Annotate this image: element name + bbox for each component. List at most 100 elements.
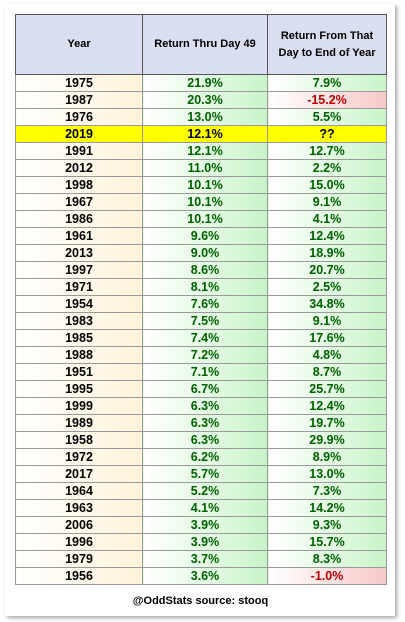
- table-row: 1961 9.6% 12.4%: [15, 227, 387, 245]
- year-cell: 1956: [15, 567, 143, 585]
- rest-of-year-cell: 9.1%: [267, 312, 387, 330]
- rest-of-year-cell: 8.7%: [267, 363, 387, 381]
- rest-of-year-cell: 9.1%: [267, 193, 387, 211]
- year-cell: 1991: [15, 142, 143, 160]
- thru-day-49-cell: 11.0%: [142, 159, 268, 177]
- thru-day-49-cell: 4.1%: [142, 499, 268, 517]
- year-cell: 1986: [15, 210, 143, 228]
- returns-table: Year Return Thru Day 49 Return From That…: [15, 14, 387, 585]
- rest-of-year-cell: 2.5%: [267, 278, 387, 296]
- rest-of-year-cell: 8.3%: [267, 550, 387, 568]
- thru-day-49-cell: 6.3%: [142, 414, 268, 432]
- year-cell: 1987: [15, 91, 143, 109]
- thru-day-49-cell: 7.5%: [142, 312, 268, 330]
- year-cell: 1963: [15, 499, 143, 517]
- year-cell: 1954: [15, 295, 143, 313]
- table-row: 1964 5.2% 7.3%: [15, 482, 387, 500]
- table-row: 1979 3.7% 8.3%: [15, 550, 387, 568]
- rest-of-year-cell: 8.9%: [267, 448, 387, 466]
- year-cell: 1971: [15, 278, 143, 296]
- thru-day-49-cell: 10.1%: [142, 176, 268, 194]
- year-cell: 1961: [15, 227, 143, 245]
- rest-of-year-cell: 25.7%: [267, 380, 387, 398]
- rest-of-year-cell: 20.7%: [267, 261, 387, 279]
- table-row: 1985 7.4% 17.6%: [15, 329, 387, 347]
- thru-day-49-cell: 3.7%: [142, 550, 268, 568]
- table-row: 1951 7.1% 8.7%: [15, 363, 387, 381]
- thru-day-49-cell: 3.9%: [142, 516, 268, 534]
- year-cell: 1995: [15, 380, 143, 398]
- year-cell: 1989: [15, 414, 143, 432]
- thru-day-49-cell: 10.1%: [142, 210, 268, 228]
- rest-of-year-cell: 12.4%: [267, 227, 387, 245]
- year-cell: 1979: [15, 550, 143, 568]
- header-rest-of-year: Return From That Day to End of Year: [267, 14, 387, 75]
- table-row: 1991 12.1% 12.7%: [15, 142, 387, 160]
- thru-day-49-cell: 6.3%: [142, 397, 268, 415]
- rest-of-year-cell: 4.8%: [267, 346, 387, 364]
- thru-day-49-cell: 3.6%: [142, 567, 268, 585]
- table-row: 1958 6.3% 29.9%: [15, 431, 387, 449]
- year-cell: 1951: [15, 363, 143, 381]
- rest-of-year-cell: 14.2%: [267, 499, 387, 517]
- table-row: 1988 7.2% 4.8%: [15, 346, 387, 364]
- rest-of-year-cell: 4.1%: [267, 210, 387, 228]
- header-thru-day-49: Return Thru Day 49: [142, 14, 268, 75]
- rest-of-year-cell: 13.0%: [267, 465, 387, 483]
- thru-day-49-cell: 5.7%: [142, 465, 268, 483]
- thru-day-49-cell: 6.7%: [142, 380, 268, 398]
- thru-day-49-cell: 3.9%: [142, 533, 268, 551]
- thru-day-49-cell: 20.3%: [142, 91, 268, 109]
- thru-day-49-cell: 6.2%: [142, 448, 268, 466]
- rest-of-year-cell: 5.5%: [267, 108, 387, 126]
- table-row: 1997 8.6% 20.7%: [15, 261, 387, 279]
- thru-day-49-cell: 9.0%: [142, 244, 268, 262]
- rest-of-year-cell: -15.2%: [267, 91, 387, 109]
- year-cell: 1985: [15, 329, 143, 347]
- table-row: 2019 12.1%??: [15, 125, 387, 143]
- thru-day-49-cell: 7.6%: [142, 295, 268, 313]
- rest-of-year-cell: 12.7%: [267, 142, 387, 160]
- year-cell: 2012: [15, 159, 143, 177]
- table-row: 1995 6.7% 25.7%: [15, 380, 387, 398]
- year-cell: 2013: [15, 244, 143, 262]
- rest-of-year-cell: -1.0%: [267, 567, 387, 585]
- thru-day-49-cell: 12.1%: [142, 142, 268, 160]
- thru-day-49-cell: 7.4%: [142, 329, 268, 347]
- table-row: 1999 6.3% 12.4%: [15, 397, 387, 415]
- table-row: 1963 4.1% 14.2%: [15, 499, 387, 517]
- table-row: 1976 13.0% 5.5%: [15, 108, 387, 126]
- header-row: Year Return Thru Day 49 Return From That…: [15, 14, 387, 75]
- rest-of-year-cell: 18.9%: [267, 244, 387, 262]
- thru-day-49-cell: 9.6%: [142, 227, 268, 245]
- thru-day-49-cell: 8.6%: [142, 261, 268, 279]
- thru-day-49-cell: 7.1%: [142, 363, 268, 381]
- rest-of-year-cell: 29.9%: [267, 431, 387, 449]
- rest-of-year-cell: 34.8%: [267, 295, 387, 313]
- table-row: 2006 3.9% 9.3%: [15, 516, 387, 534]
- year-cell: 1997: [15, 261, 143, 279]
- rest-of-year-cell: 15.7%: [267, 533, 387, 551]
- footer-credit: @OddStats source: stooq: [132, 595, 269, 607]
- rest-of-year-cell: 12.4%: [267, 397, 387, 415]
- table-row: 1954 7.6% 34.8%: [15, 295, 387, 313]
- thru-day-49-cell: 21.9%: [142, 74, 268, 92]
- table-row: 2012 11.0% 2.2%: [15, 159, 387, 177]
- year-cell: 1976: [15, 108, 143, 126]
- year-cell: 1975: [15, 74, 143, 92]
- year-cell: 1998: [15, 176, 143, 194]
- table-row: 1967 10.1% 9.1%: [15, 193, 387, 211]
- rest-of-year-cell: 15.0%: [267, 176, 387, 194]
- thru-day-49-cell: 6.3%: [142, 431, 268, 449]
- thru-day-49-cell: 8.1%: [142, 278, 268, 296]
- rest-of-year-cell: 19.7%: [267, 414, 387, 432]
- table-row: 2017 5.7% 13.0%: [15, 465, 387, 483]
- thru-day-49-cell: 5.2%: [142, 482, 268, 500]
- rest-of-year-cell: 7.9%: [267, 74, 387, 92]
- table-row: 1996 3.9% 15.7%: [15, 533, 387, 551]
- rest-of-year-cell: 17.6%: [267, 329, 387, 347]
- table-row: 1987 20.3% -15.2%: [15, 91, 387, 109]
- year-cell: 1983: [15, 312, 143, 330]
- rest-of-year-cell: 7.3%: [267, 482, 387, 500]
- table-row: 1975 21.9% 7.9%: [15, 74, 387, 92]
